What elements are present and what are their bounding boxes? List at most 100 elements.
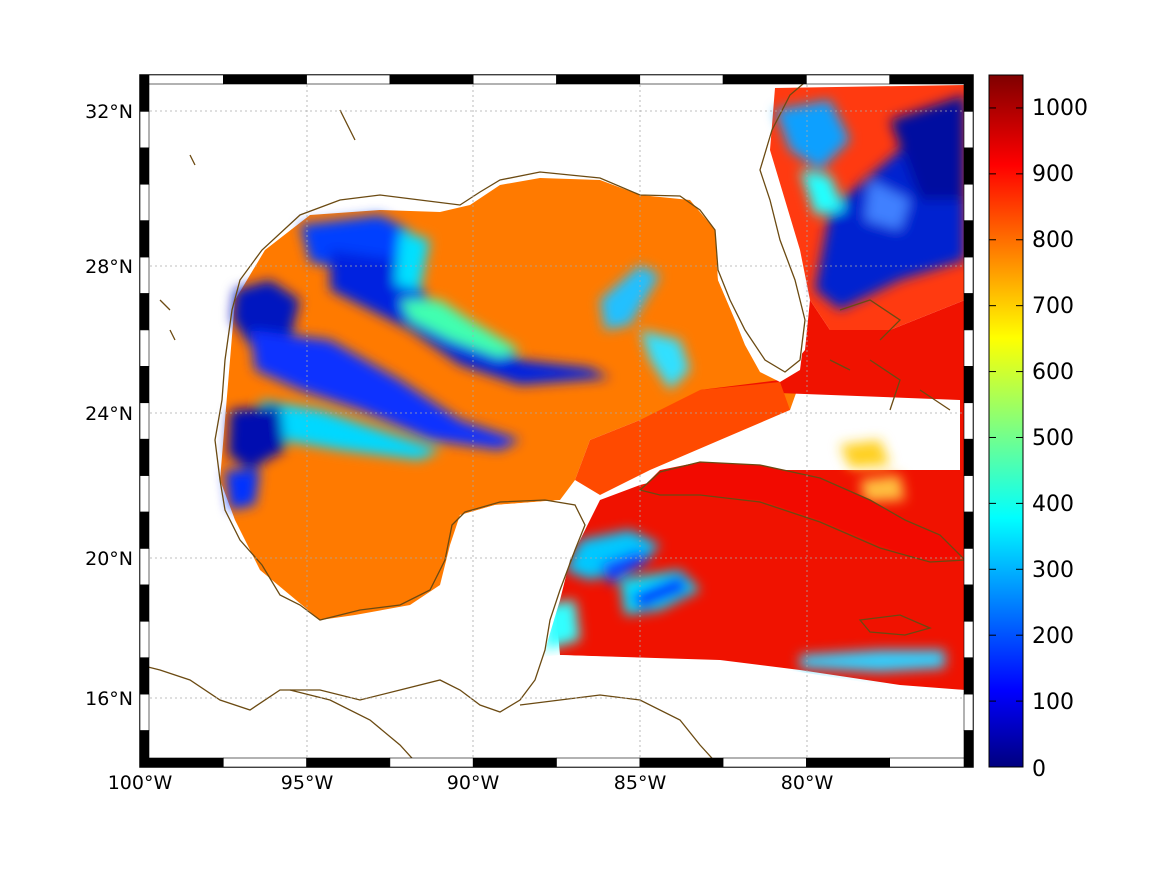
frame-check-right [963, 693, 974, 731]
coastlines [140, 77, 967, 767]
frame-check-left [139, 147, 150, 185]
frame-check-right [963, 730, 974, 768]
lat-label-24n: 24°N [85, 403, 133, 425]
frame-check-top [722, 74, 807, 85]
frame-check-right [963, 183, 974, 221]
frame-check-right [963, 329, 974, 367]
colorbar: 1000 900 800 700 600 500 400 300 200 100… [988, 74, 1088, 782]
frame-check-right [963, 621, 974, 659]
lon-label-100w: 100°W [108, 772, 173, 794]
frame-check-right [963, 293, 974, 331]
colorbar-ticks [989, 107, 1023, 768]
islands-west [159, 109, 356, 341]
colorbar-label-0: 0 [1032, 757, 1046, 782]
graticule [140, 75, 973, 767]
frame-check-top [306, 74, 391, 85]
lat-label-28n: 28°N [85, 256, 133, 278]
low-value-features [225, 95, 965, 672]
lon-label-90w: 90°W [447, 772, 500, 794]
frame-check-bottom [223, 757, 307, 768]
frame-check-left [139, 256, 150, 294]
frame-check-top [389, 74, 474, 85]
colorbar-label-300: 300 [1032, 558, 1074, 583]
frame-check-left [139, 584, 150, 622]
bahamas [829, 299, 951, 411]
lat-label-16n: 16°N [85, 688, 133, 710]
mexico-coast [140, 479, 586, 713]
frame-check-left [139, 183, 150, 221]
frame-check-top [556, 74, 641, 85]
lon-label-85w: 85°W [614, 772, 667, 794]
frame-check-left [139, 475, 150, 513]
frame-check-bottom [389, 757, 474, 768]
frame-check-left [139, 329, 150, 367]
colorbar-label-500: 500 [1032, 426, 1074, 451]
frame-check-right [963, 548, 974, 586]
frame-check-right [963, 657, 974, 695]
frame-check-left [139, 693, 150, 731]
lon-label-95w: 95°W [281, 772, 334, 794]
yucatan-south-coast [289, 689, 421, 767]
land [140, 160, 965, 767]
frame-check-top [889, 74, 974, 85]
frame-check-bottom [639, 757, 724, 768]
lon-labels: 100°W 95°W 90°W 85°W 80°W [108, 772, 834, 794]
frame-check-bottom [806, 757, 891, 768]
frame-check-top [139, 74, 224, 85]
colorbar-label-600: 600 [1032, 360, 1074, 385]
frame-check-right [963, 438, 974, 476]
colorbar-labels: 1000 900 800 700 600 500 400 300 200 100… [1032, 96, 1088, 782]
frame-check-right [963, 475, 974, 513]
map-area [140, 75, 973, 767]
colorbar-label-200: 200 [1032, 624, 1074, 649]
frame-check-bottom [472, 757, 557, 768]
colorbar-label-400: 400 [1032, 492, 1074, 517]
colorbar-label-100: 100 [1032, 690, 1074, 715]
frame-check-top [639, 74, 724, 85]
frame-check-left [139, 621, 150, 659]
map-frame [139, 74, 974, 768]
frame-check-bottom [556, 757, 641, 768]
colorbar-label-900: 900 [1032, 162, 1074, 187]
frame-check-right [963, 366, 974, 404]
lat-labels: 32°N 28°N 24°N 20°N 16°N [85, 101, 133, 710]
frame-check-bottom [722, 757, 807, 768]
colorbar-gradient [988, 74, 1024, 768]
frame-check-left [139, 511, 150, 549]
jamaica-coast [858, 614, 932, 636]
frame-check-left [139, 220, 150, 258]
colorbar-label-700: 700 [1032, 294, 1074, 319]
lat-label-32n: 32°N [85, 101, 133, 123]
frame-check-right [963, 147, 974, 185]
us-gulf-coast [214, 77, 811, 481]
lon-label-80w: 80°W [781, 772, 834, 794]
florida-strait-field [575, 382, 790, 495]
frame-check-right [963, 256, 974, 294]
frame-check-left [139, 438, 150, 476]
lat-label-20n: 20°N [85, 548, 133, 570]
colorbar-label-800: 800 [1032, 228, 1074, 253]
frame-check-right [963, 402, 974, 440]
frame-check-left [139, 402, 150, 440]
frame-check-bottom [139, 757, 224, 768]
frame-check-left [139, 657, 150, 695]
frame-check-left [139, 74, 150, 112]
frame-check-left [139, 730, 150, 768]
frame-check-right [963, 220, 974, 258]
frame-check-bottom [306, 757, 391, 768]
frame-check-left [139, 366, 150, 404]
data-field [140, 85, 965, 767]
frame-check-top [472, 74, 557, 85]
frame-check-left [139, 293, 150, 331]
frame-check-right [963, 511, 974, 549]
colorbar-label-1000: 1000 [1032, 96, 1088, 121]
frame-check-left [139, 111, 150, 149]
frame-check-top [223, 74, 307, 85]
frame-check-right [963, 74, 974, 112]
cuba-coast [638, 461, 967, 563]
frame-check-left [139, 548, 150, 586]
frame-check-bottom [889, 757, 974, 768]
frame-check-right [963, 584, 974, 622]
frame-check-right [963, 111, 974, 149]
